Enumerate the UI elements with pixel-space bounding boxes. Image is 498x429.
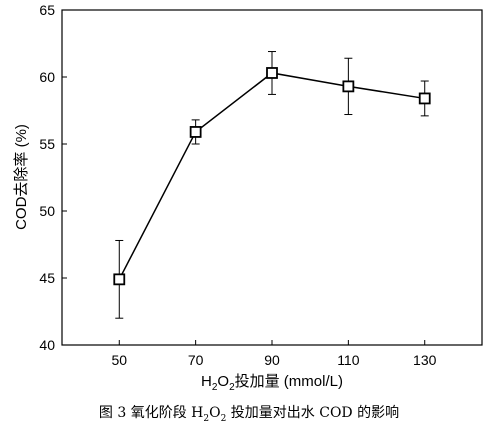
x-axis-ticks: 50 70 90 110 130	[111, 340, 437, 368]
data-point-marker	[266, 67, 278, 79]
data-point-marker	[189, 126, 202, 138]
x-tick-label: 70	[188, 352, 204, 368]
x-tick-label: 90	[264, 352, 280, 368]
data-series	[113, 51, 431, 319]
y-tick-label: 55	[39, 136, 55, 152]
figure-caption: 图 3 氧化阶段 H2O2 投加量对出水 COD 的影响	[98, 405, 400, 424]
data-point-marker	[418, 92, 431, 105]
series-line	[118, 72, 425, 280]
y-tick-label: 40	[39, 337, 55, 353]
y-tick-label: 50	[39, 203, 55, 219]
x-tick-label: 130	[413, 352, 437, 368]
data-point-marker	[113, 273, 126, 286]
x-tick-label: 50	[111, 352, 127, 368]
y-tick-label: 60	[39, 69, 55, 85]
y-tick-label: 65	[39, 2, 55, 18]
y-axis-ticks: 40 45 50 55 60 65	[39, 2, 67, 353]
y-axis-label: COD去除率 (%)	[13, 124, 30, 230]
y-tick-label: 45	[39, 270, 55, 286]
chart: 40 45 50 55 60 65 50 70 90 110 130 COD去除率 (%) H2O…	[13, 2, 483, 393]
data-point-marker	[342, 80, 355, 93]
x-axis-label: H2O2投加量 (mmol/L)	[201, 373, 343, 393]
x-tick-label: 110	[337, 352, 360, 368]
